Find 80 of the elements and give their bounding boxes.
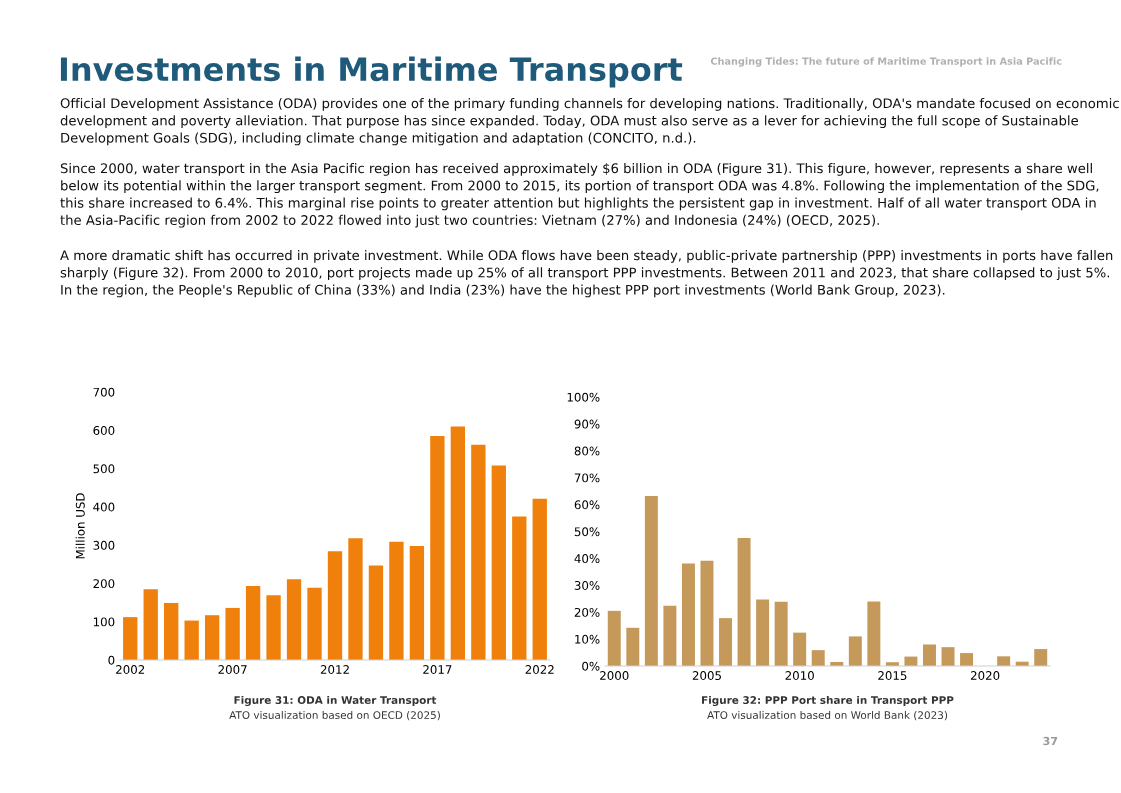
text: A more dramatic shift has occurred in private investment. While ODA flows have been steady, public-private partnership (PPP) investments in ports have fallen sharply (Figure 32). From 2000 to 2010, port projects made up 25% of all transport PPP investments. Between 2011 and 2023, that share collapsed to just 5%. In the region, the People's Republic of China (33%) and India (23%) have the highest PPP port investments (World Bank Group, 2023). (60, 250, 1113, 298)
y-tick-label: 10% (575, 634, 600, 644)
text: Official Development Assistance (ODA) provides one of the primary funding channels for developing nations. Traditionally, ODA's mandate focused on economic development and poverty alleviation. That purpose has since expanded. Today, ODA must also serve as a lever for achieving the full scope of Sustainable Development Goals (SDG), including climate change mitigation and adaptation (CONCITO, n.d.). (60, 98, 1119, 146)
bar (245, 586, 261, 660)
y-tick-label: 90% (574, 419, 600, 429)
bar (607, 610, 621, 666)
x-tick-label: 2010 (785, 671, 814, 680)
bar (348, 538, 363, 660)
bar (430, 436, 445, 660)
bar (681, 563, 695, 666)
bar (997, 656, 1011, 666)
bar (774, 601, 788, 666)
bar (512, 516, 527, 660)
y-tick-label: 50% (574, 527, 600, 537)
bar (867, 601, 881, 666)
bar (848, 636, 862, 666)
y-tick-label: 80% (574, 446, 600, 456)
x-tick-label: 2020 (970, 671, 1000, 680)
y-tick-label: 400 (93, 502, 115, 512)
x-tick-label: 2002 (116, 665, 145, 674)
y-tick-label: 30% (574, 581, 600, 590)
bar (471, 444, 486, 660)
x-tick-label: 2017 (423, 665, 452, 674)
bar (719, 618, 733, 666)
bar (941, 647, 955, 666)
bar (409, 545, 425, 660)
bar (123, 617, 138, 660)
text: 37 (1043, 736, 1058, 746)
text: Changing Tides: The future of Maritime Transport in Asia Pacific (710, 57, 1062, 67)
bar (164, 602, 179, 660)
bar (368, 565, 384, 660)
bar (143, 589, 158, 660)
bar (307, 587, 322, 660)
text: ATO visualization based on World Bank (2023) (707, 710, 948, 721)
y-tick-label: 40% (574, 554, 600, 564)
y-tick-label: 0% (582, 661, 600, 671)
y-tick-label: 100 (93, 617, 115, 627)
bar (922, 644, 936, 666)
bar (793, 632, 807, 666)
y-tick-label: 0 (108, 655, 115, 665)
bar (327, 551, 343, 660)
bar (266, 595, 281, 660)
bar (532, 498, 547, 660)
x-tick-label: 2022 (525, 665, 554, 674)
x-tick-label: 2015 (878, 671, 907, 680)
bar (700, 560, 714, 666)
bar (491, 465, 506, 660)
bar (225, 607, 240, 660)
bar (286, 579, 302, 660)
y-tick-label: 700 (93, 387, 115, 397)
bar (626, 627, 640, 666)
y-tick-label: 300 (93, 540, 115, 550)
y-tick-label: 600 (93, 426, 115, 435)
x-tick-label: 2007 (218, 665, 247, 674)
bar (756, 599, 770, 666)
text: Figure 31: ODA in Water Transport (234, 695, 437, 707)
bar (737, 537, 751, 666)
bar (960, 653, 974, 666)
bar (1034, 649, 1048, 666)
x-tick-label: 2000 (600, 671, 629, 680)
x-tick-label: 2005 (692, 671, 721, 680)
y-tick-label: 20% (574, 607, 600, 617)
bar (389, 541, 404, 660)
text: Figure 32: PPP Port share in Transport PPP (702, 695, 954, 707)
bar (184, 620, 199, 660)
y-tick-label: 500 (93, 464, 115, 474)
bar (644, 495, 658, 666)
text: Investments in Maritime Transport (60, 56, 683, 88)
y-tick-label: 100% (567, 392, 600, 402)
y-axis-title: Million USD (75, 493, 85, 559)
y-tick-label: 200 (93, 579, 115, 589)
y-tick-label: 70% (574, 473, 600, 483)
bar (204, 615, 220, 660)
bar (450, 426, 466, 660)
text: ATO visualization based on OECD (2025) (229, 710, 440, 721)
bar (811, 650, 825, 666)
bar (663, 605, 677, 666)
x-tick-label: 2012 (320, 665, 349, 674)
y-tick-label: 60% (574, 500, 600, 510)
text: Since 2000, water transport in the Asia Pacific region has received approximately $6 billion in ODA (Figure 31). This figure, however, represents a share well below its potential within the larger transport segment. From 2000 to 2015, its portion of transport ODA was 4.8%. Following the implementation of the SDG, this share increased to 6.4%. This marginal rise points to greater attention but highlights the persistent gap in investment. Half of all water transport ODA in the Asia-Pacific region from 2002 to 2022 flowed into just two countries: Vietnam (27%) and Indonesia (24%) (OECD, 2025). (60, 163, 1099, 228)
